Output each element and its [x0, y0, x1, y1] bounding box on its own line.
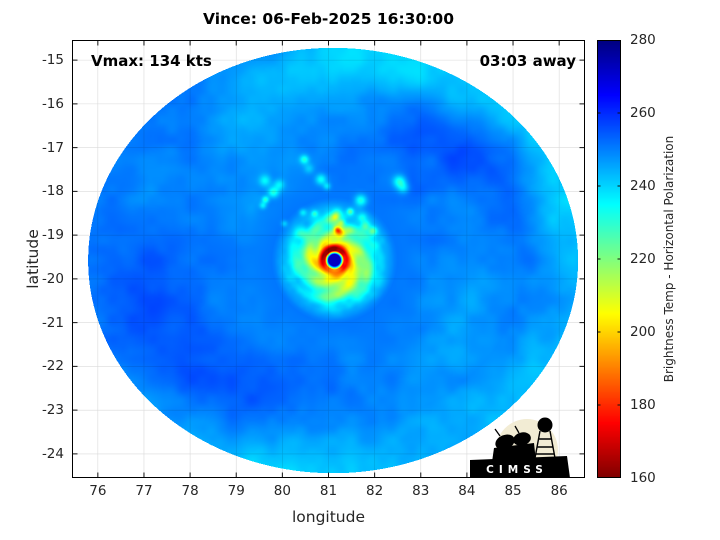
building-silhouette [492, 443, 536, 462]
x-tick-label: 84 [458, 483, 476, 499]
x-tick-label: 83 [412, 483, 430, 499]
colorbar-tick-label: 220 [630, 251, 656, 267]
colorbar-tick-label: 180 [630, 397, 656, 413]
colorbar-tick-label: 200 [630, 324, 656, 340]
colorbar [597, 40, 621, 478]
vmax-annotation: Vmax: 134 kts [91, 52, 212, 70]
x-tick-label: 85 [504, 483, 522, 499]
water-tower-legs [534, 430, 556, 459]
cimss-logo: CIMSS [470, 417, 570, 478]
x-tick-label: 77 [135, 483, 153, 499]
x-tick-label: 78 [181, 483, 199, 499]
colorbar-tick-label: 280 [630, 32, 656, 48]
x-tick-label: 80 [273, 483, 291, 499]
plot-area: Vmax: 134 kts 03:03 away CIMSS [72, 40, 585, 478]
x-tick-label: 82 [366, 483, 384, 499]
colorbar-canvas [597, 40, 621, 478]
y-tick-label: -20 [41, 270, 64, 287]
y-tick-label: -15 [41, 52, 64, 69]
y-tick-label: -19 [41, 227, 64, 244]
y-tick-label: -18 [41, 183, 64, 200]
y-tick-label: -17 [41, 139, 64, 156]
x-tick-label: 81 [319, 483, 338, 499]
colorbar-label: Brightness Temp - Horizontal Polarizatio… [662, 135, 676, 383]
chart-title: Vince: 06-Feb-2025 16:30:00 [202, 10, 454, 28]
colorbar-tick-label: 260 [630, 105, 656, 121]
x-tick-label: 86 [550, 483, 568, 499]
storm-heatmap-canvas [72, 40, 585, 478]
x-tick-label: 76 [89, 483, 107, 499]
eta-annotation: 03:03 away [479, 52, 576, 70]
x-tick-label: 79 [227, 483, 245, 499]
y-tick-label: -22 [41, 358, 64, 375]
x-axis-label: longitude [291, 508, 366, 526]
water-tower-icon [537, 417, 553, 433]
cimss-banner [470, 456, 570, 478]
colorbar-tick-label: 160 [630, 470, 656, 486]
y-tick-label: -23 [41, 402, 64, 419]
dish-feed-arms [494, 425, 520, 437]
colorbar-tick-label: 240 [630, 178, 656, 194]
cimss-logo-text: CIMSS [486, 464, 548, 476]
satellite-dish-icon [495, 434, 515, 450]
y-tick-label: -24 [41, 445, 64, 462]
y-tick-label: -16 [41, 95, 64, 112]
y-tick-label: -21 [41, 314, 64, 331]
satellite-dish-icon [513, 432, 531, 446]
